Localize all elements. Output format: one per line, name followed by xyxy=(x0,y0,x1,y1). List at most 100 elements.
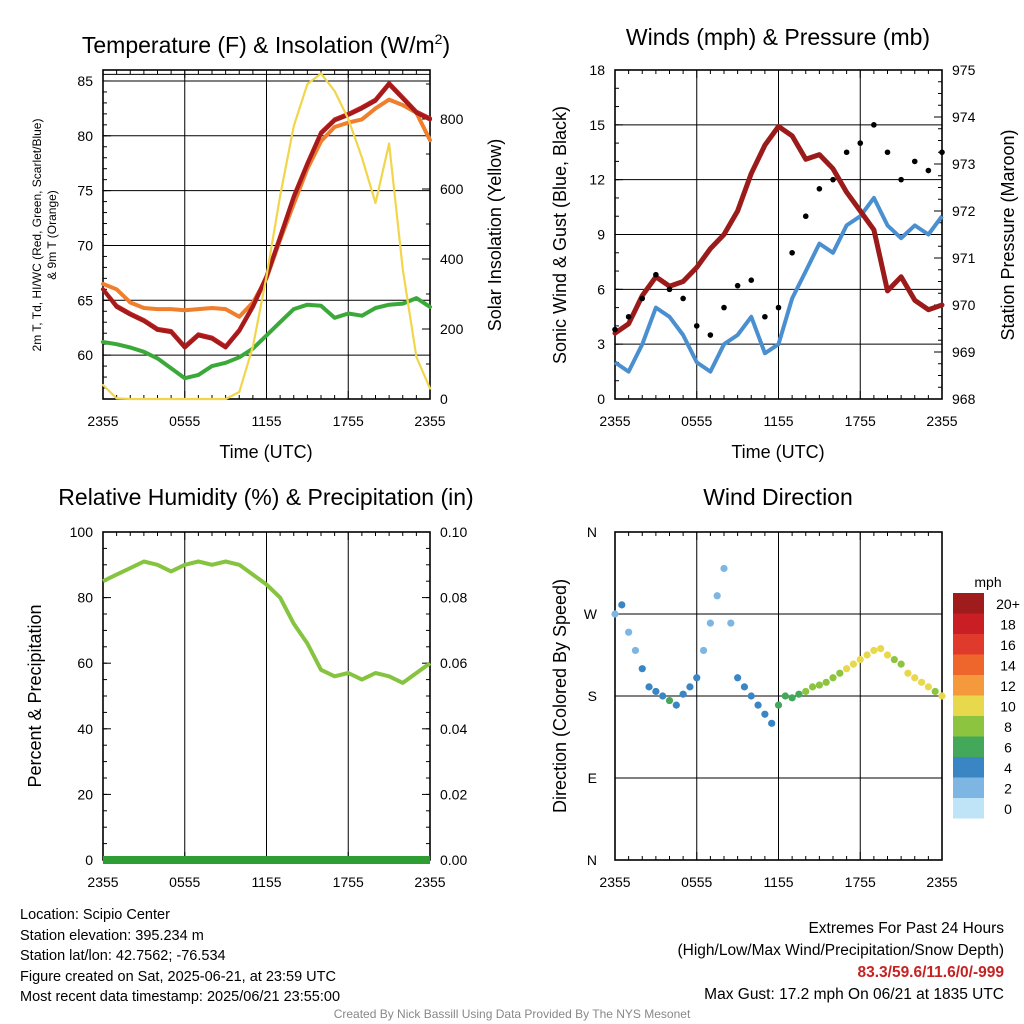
gust-point xyxy=(884,149,891,156)
insolation-y2tick-label: 0 xyxy=(440,391,448,407)
temperature-panel: Temperature (F) & Insolation (W/m2) Time… xyxy=(30,31,505,462)
direction-point xyxy=(611,610,619,618)
direction-point xyxy=(808,683,817,691)
direction-point xyxy=(638,665,646,673)
direction-point xyxy=(747,692,755,700)
winds-xtick-label: 1155 xyxy=(763,413,793,429)
gust-point xyxy=(816,186,823,192)
direction-point xyxy=(938,692,946,700)
direction-xtick-label: 1755 xyxy=(845,874,876,890)
temperature-xtick-label: 2355 xyxy=(414,413,445,429)
gust-point xyxy=(653,271,659,278)
temperature-xtick-label: 2355 xyxy=(87,413,118,429)
direction-point xyxy=(734,674,742,682)
temperature-xtick-label: 0555 xyxy=(169,413,200,429)
legend-label: 20+ xyxy=(996,596,1020,612)
elevation-text: Station elevation: 395.234 m xyxy=(20,927,204,944)
temperature-xlabel: Time (UTC) xyxy=(219,442,312,462)
legend-label: 6 xyxy=(1004,740,1012,756)
legend-label: 10 xyxy=(1000,699,1016,715)
direction-point xyxy=(618,601,626,609)
winds-title: Winds (mph) & Pressure (mb) xyxy=(626,24,930,50)
insolation-y2tick-label: 200 xyxy=(440,321,464,337)
wind-direction-ylabel: Direction (Colored By Speed) xyxy=(550,579,570,813)
legend-label: 12 xyxy=(1000,678,1016,694)
temperature-xtick-label: 1155 xyxy=(251,413,281,429)
humidity-panel: Relative Humidity (%) & Precipitation (i… xyxy=(25,484,474,890)
legend-label: 16 xyxy=(1000,637,1016,653)
gust-point xyxy=(789,249,795,256)
gust-point xyxy=(707,332,714,338)
winds-ytick-label: 0 xyxy=(597,391,605,407)
pressure-y2tick-label: 971 xyxy=(952,250,976,266)
gust-point xyxy=(898,176,904,183)
recent-text: Most recent data timestamp: 2025/06/21 2… xyxy=(20,989,341,1005)
direction-point xyxy=(665,696,674,705)
humidity-ytick-label: 60 xyxy=(77,655,93,671)
direction-point xyxy=(699,646,708,655)
precip-y2tick-label: 0.10 xyxy=(440,524,467,540)
direction-point xyxy=(904,669,912,677)
gust-point xyxy=(693,323,700,329)
sonic-wind-line xyxy=(613,195,944,374)
extremes-line1: Extremes For Past 24 Hours xyxy=(808,920,1004,937)
winds-panel: Winds (mph) & Pressure (mb) Time (UTC) S… xyxy=(550,24,1018,462)
winds-xtick-label: 0555 xyxy=(681,413,712,429)
direction-point xyxy=(788,694,796,702)
gust-point xyxy=(721,304,727,311)
legend-swatch xyxy=(953,736,984,757)
gust-point xyxy=(843,149,850,156)
direction-ytick-label: W xyxy=(584,606,598,622)
humidity-ytick-label: 40 xyxy=(77,721,93,737)
insolation-y2tick-label: 800 xyxy=(440,111,464,127)
legend-swatch xyxy=(953,716,984,737)
direction-point xyxy=(877,645,885,653)
direction-point xyxy=(761,710,769,718)
humidity-xtick-label: 2355 xyxy=(414,874,445,890)
temperature-ytick-label: 80 xyxy=(77,128,93,144)
temperature-ytick-label: 75 xyxy=(77,183,93,199)
insolation-ylabel: Solar Insolation (Yellow) xyxy=(485,139,505,331)
pressure-y2tick-label: 975 xyxy=(952,62,976,78)
direction-point xyxy=(917,678,926,686)
winds-xtick-label: 2355 xyxy=(599,413,630,429)
legend-swatch xyxy=(953,654,984,675)
winds-ytick-label: 9 xyxy=(597,227,605,243)
winds-xlabel: Time (UTC) xyxy=(731,442,824,462)
wind-direction-title: Wind Direction xyxy=(703,484,853,510)
dewpoint-line xyxy=(101,296,432,381)
direction-point xyxy=(863,651,871,659)
legend-swatch xyxy=(953,757,984,778)
direction-point xyxy=(754,701,762,709)
direction-point xyxy=(883,651,892,659)
temperature-ytick-label: 70 xyxy=(77,237,93,253)
insolation-line xyxy=(101,72,432,401)
credit-text: Created By Nick Bassill Using Data Provi… xyxy=(333,1007,691,1021)
extremes-block: Extremes For Past 24 Hours (High/Low/Max… xyxy=(678,918,1005,1006)
legend-label: 4 xyxy=(1004,760,1012,776)
direction-point xyxy=(625,628,633,636)
insolation-y2tick-label: 600 xyxy=(440,181,464,197)
direction-point xyxy=(727,619,735,627)
temperature-ytick-label: 60 xyxy=(77,347,93,363)
legend-label: 8 xyxy=(1004,719,1012,735)
legend-swatch xyxy=(953,695,984,716)
legend-swatch xyxy=(953,675,984,696)
legend-swatch xyxy=(953,798,984,819)
direction-point xyxy=(931,687,939,696)
pressure-line xyxy=(612,123,945,336)
temperature-ylabel-line2: & 9m T (Orange) xyxy=(45,190,59,280)
direction-point xyxy=(822,678,830,686)
gust-point xyxy=(911,158,918,165)
direction-point xyxy=(856,655,864,664)
winds-ytick-label: 15 xyxy=(589,117,605,133)
pressure-y2tick-label: 970 xyxy=(952,297,976,313)
humidity-ytick-label: 80 xyxy=(77,590,93,606)
direction-ytick-label: N xyxy=(587,852,597,868)
gust-point xyxy=(830,176,836,183)
extremes-values: 83.3/59.6/11.6/0/-999 xyxy=(857,964,1004,981)
direction-point xyxy=(768,719,776,727)
humidity-ytick-label: 100 xyxy=(70,524,94,540)
humidity-title: Relative Humidity (%) & Precipitation (i… xyxy=(58,484,473,510)
legend-swatch xyxy=(953,777,984,798)
